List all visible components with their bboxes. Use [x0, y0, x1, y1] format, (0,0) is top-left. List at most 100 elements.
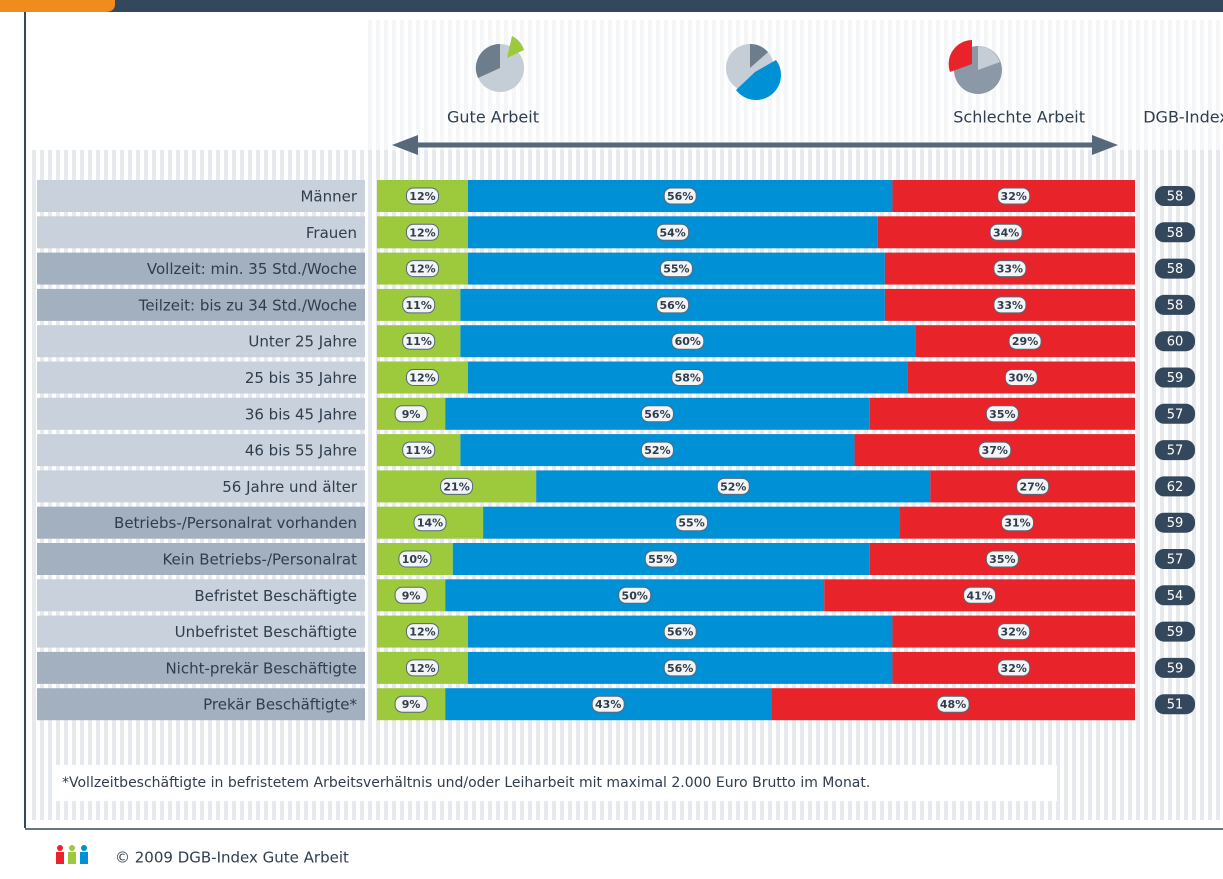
value-pill [405, 623, 439, 641]
value-label: 32% [1001, 190, 1027, 203]
value-label: 9% [402, 589, 421, 602]
value-label: 32% [1001, 626, 1027, 639]
value-label: 55% [648, 553, 674, 566]
value-pill [671, 332, 705, 350]
category-label: Prekär Beschäftigte* [203, 696, 357, 714]
value-label: 12% [409, 372, 435, 385]
index-value: 58 [1167, 190, 1184, 205]
value-pill [394, 695, 428, 713]
value-pill [405, 659, 439, 677]
value-label: 10% [402, 553, 428, 566]
index-value: 57 [1167, 553, 1184, 568]
value-pill [993, 296, 1027, 314]
value-label: 14% [417, 517, 443, 530]
index-pill [1155, 476, 1195, 497]
value-pill [1008, 332, 1042, 350]
category-cell [37, 506, 365, 539]
value-pill [671, 369, 705, 386]
index-pill [1155, 694, 1195, 715]
value-pill [413, 514, 447, 532]
value-label: 56% [659, 299, 685, 312]
value-pill [675, 514, 709, 532]
value-label: 9% [402, 408, 421, 421]
value-label: 60% [675, 335, 701, 348]
category-label: 56 Jahre und älter [222, 478, 358, 496]
value-pill [997, 659, 1031, 677]
value-label: 56% [644, 408, 670, 421]
value-pill [936, 695, 970, 713]
category-cell [37, 615, 365, 648]
value-pill [1001, 514, 1035, 532]
category-label: Vollzeit: min. 35 Std./Woche [147, 260, 357, 278]
value-pill [963, 586, 997, 604]
index-pill [1155, 186, 1195, 206]
value-pill [1016, 477, 1050, 495]
index-value: 57 [1167, 407, 1184, 422]
value-pill [997, 187, 1031, 205]
index-pill [1155, 621, 1195, 642]
category-cell [37, 361, 365, 394]
index-value: 58 [1167, 226, 1184, 241]
value-pill [398, 550, 432, 568]
index-pill [1155, 512, 1195, 533]
value-pill [989, 223, 1023, 241]
value-pill [402, 441, 436, 459]
index-value: 59 [1167, 371, 1184, 386]
value-label: 33% [997, 299, 1023, 312]
header-tab [0, 0, 115, 12]
value-pill [656, 223, 690, 241]
category-cell [37, 216, 365, 249]
source: © 2009 DGB-Index Gute Arbeit [115, 849, 349, 867]
value-label: 41% [966, 589, 992, 602]
category-label: 36 bis 45 Jahre [245, 405, 357, 423]
index-value: 59 [1167, 516, 1184, 531]
value-label: 11% [406, 299, 432, 312]
value-pill [440, 477, 474, 495]
value-pill [716, 477, 750, 495]
value-label: 9% [402, 698, 421, 711]
category-cell [37, 325, 365, 358]
index-pill [1155, 222, 1195, 243]
value-pill [663, 659, 697, 677]
value-label: 48% [940, 698, 966, 711]
value-label: 11% [406, 444, 432, 457]
value-label: 34% [993, 226, 1019, 239]
index-value: 62 [1167, 480, 1184, 495]
category-label: 46 bis 55 Jahre [245, 442, 357, 460]
index-pill [1155, 403, 1195, 424]
index-pill [1155, 258, 1195, 279]
value-pill [659, 260, 693, 278]
index-value: 54 [1167, 589, 1184, 604]
value-label: 12% [409, 626, 435, 639]
value-pill [618, 586, 652, 604]
index-pill [1155, 657, 1195, 678]
value-pill [402, 332, 436, 350]
value-label: 54% [659, 226, 685, 239]
value-label: 56% [667, 662, 693, 675]
bad-label: Schlechte Arbeit [953, 108, 1085, 127]
category-cell [37, 688, 365, 721]
value-label: 21% [443, 480, 469, 493]
category-cell [37, 252, 365, 285]
value-pill [985, 550, 1019, 568]
index-value: 58 [1167, 298, 1184, 313]
index-value: 58 [1167, 262, 1184, 277]
value-label: 31% [1004, 517, 1030, 530]
header-bar [0, 0, 1223, 12]
category-label: Unter 25 Jahre [248, 333, 357, 351]
index-header: DGB-Index [1143, 108, 1223, 127]
value-pill [394, 586, 428, 604]
category-label: Unbefristet Beschäftigte [175, 623, 357, 641]
pie-icon-good [475, 36, 524, 92]
value-pill [591, 695, 625, 713]
category-label: Teilzeit: bis zu 34 Std./Woche [138, 296, 357, 314]
value-pill [405, 260, 439, 278]
value-label: 12% [409, 263, 435, 276]
value-pill [394, 405, 428, 423]
category-label: Frauen [306, 224, 357, 242]
category-cell [37, 397, 365, 430]
value-pill [993, 260, 1027, 278]
good-label: Gute Arbeit [447, 108, 539, 127]
value-pill [405, 369, 439, 386]
